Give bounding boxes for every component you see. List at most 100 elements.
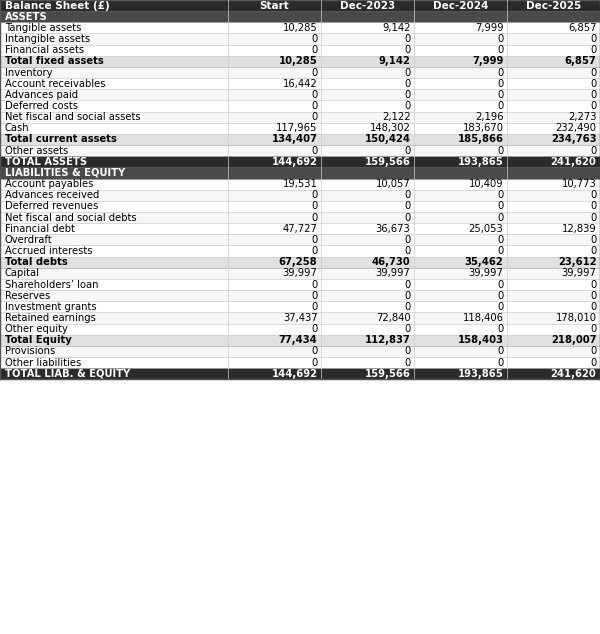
Text: Intangible assets: Intangible assets	[5, 34, 90, 44]
Text: 7,999: 7,999	[472, 56, 503, 67]
Text: 47,727: 47,727	[283, 224, 317, 234]
Text: Financial assets: Financial assets	[5, 45, 84, 55]
Text: 0: 0	[404, 202, 410, 211]
Text: Other assets: Other assets	[5, 146, 68, 155]
FancyBboxPatch shape	[0, 56, 600, 67]
Text: 0: 0	[404, 68, 410, 77]
FancyBboxPatch shape	[0, 156, 600, 167]
Text: 0: 0	[404, 291, 410, 301]
Text: 0: 0	[590, 190, 596, 200]
Text: 0: 0	[497, 347, 503, 356]
Text: 0: 0	[311, 302, 317, 312]
Text: 159,566: 159,566	[365, 157, 410, 167]
FancyBboxPatch shape	[0, 78, 600, 89]
Text: Cash: Cash	[5, 124, 29, 133]
Text: 0: 0	[404, 246, 410, 256]
Text: 0: 0	[497, 324, 503, 334]
Text: 0: 0	[404, 358, 410, 368]
Text: 39,997: 39,997	[283, 268, 317, 278]
Text: 0: 0	[590, 68, 596, 77]
Text: 0: 0	[590, 34, 596, 44]
Text: TOTAL LIAB. & EQUITY: TOTAL LIAB. & EQUITY	[5, 369, 130, 378]
FancyBboxPatch shape	[0, 67, 600, 78]
Text: 0: 0	[404, 347, 410, 356]
Text: 2,273: 2,273	[568, 112, 596, 122]
FancyBboxPatch shape	[0, 245, 600, 257]
FancyBboxPatch shape	[0, 368, 600, 379]
Text: 144,692: 144,692	[271, 157, 317, 167]
Text: 0: 0	[311, 112, 317, 122]
Text: 0: 0	[311, 34, 317, 44]
Text: 0: 0	[497, 45, 503, 55]
Text: TOTAL ASSETS: TOTAL ASSETS	[5, 157, 87, 167]
Text: 77,434: 77,434	[278, 335, 317, 346]
Text: 2,122: 2,122	[382, 112, 410, 122]
FancyBboxPatch shape	[0, 201, 600, 212]
Text: 72,840: 72,840	[376, 313, 410, 323]
Text: Overdraft: Overdraft	[5, 235, 53, 245]
FancyBboxPatch shape	[0, 134, 600, 145]
Text: 0: 0	[590, 90, 596, 100]
Text: 150,424: 150,424	[364, 134, 410, 145]
FancyBboxPatch shape	[0, 268, 600, 279]
Text: 23,612: 23,612	[558, 257, 596, 267]
Text: 39,997: 39,997	[469, 268, 503, 278]
FancyBboxPatch shape	[0, 279, 600, 290]
Text: Net fiscal and social assets: Net fiscal and social assets	[5, 112, 140, 122]
Text: 0: 0	[590, 291, 596, 301]
Text: Account receivables: Account receivables	[5, 79, 106, 89]
Text: 39,997: 39,997	[376, 268, 410, 278]
Text: 0: 0	[404, 324, 410, 334]
FancyBboxPatch shape	[0, 89, 600, 100]
FancyBboxPatch shape	[0, 257, 600, 268]
Text: 117,965: 117,965	[276, 124, 317, 133]
Text: 218,007: 218,007	[551, 335, 596, 346]
Text: Total debts: Total debts	[5, 257, 68, 267]
Text: 0: 0	[311, 212, 317, 223]
Text: 134,407: 134,407	[272, 134, 317, 145]
Text: 0: 0	[590, 45, 596, 55]
Text: Account payables: Account payables	[5, 179, 93, 189]
Text: 234,763: 234,763	[551, 134, 596, 145]
Text: Total Equity: Total Equity	[5, 335, 71, 346]
Text: 232,490: 232,490	[556, 124, 596, 133]
Text: 16,442: 16,442	[283, 79, 317, 89]
Text: 0: 0	[497, 358, 503, 368]
Text: 0: 0	[497, 90, 503, 100]
Text: 0: 0	[311, 68, 317, 77]
Text: 0: 0	[311, 190, 317, 200]
Text: Start: Start	[260, 1, 289, 11]
Text: Advances received: Advances received	[5, 190, 99, 200]
Text: 0: 0	[404, 302, 410, 312]
FancyBboxPatch shape	[0, 357, 600, 368]
FancyBboxPatch shape	[0, 235, 600, 245]
FancyBboxPatch shape	[0, 44, 600, 56]
Text: 0: 0	[311, 146, 317, 155]
FancyBboxPatch shape	[0, 313, 600, 323]
Text: 0: 0	[497, 79, 503, 89]
FancyBboxPatch shape	[0, 100, 600, 112]
Text: 10,409: 10,409	[469, 179, 503, 189]
Text: 0: 0	[311, 101, 317, 111]
FancyBboxPatch shape	[0, 112, 600, 123]
Text: 0: 0	[311, 202, 317, 211]
Text: Inventory: Inventory	[5, 68, 52, 77]
Text: Investment grants: Investment grants	[5, 302, 97, 312]
Text: 37,437: 37,437	[283, 313, 317, 323]
Text: 0: 0	[497, 101, 503, 111]
Text: Balance Sheet (£): Balance Sheet (£)	[5, 1, 110, 11]
FancyBboxPatch shape	[0, 212, 600, 223]
Text: 0: 0	[404, 101, 410, 111]
Text: 0: 0	[311, 358, 317, 368]
Text: 118,406: 118,406	[463, 313, 503, 323]
FancyBboxPatch shape	[0, 123, 600, 134]
Text: 0: 0	[311, 235, 317, 245]
Text: 0: 0	[311, 324, 317, 334]
Text: Retained earnings: Retained earnings	[5, 313, 95, 323]
Text: 0: 0	[590, 302, 596, 312]
Text: 0: 0	[311, 45, 317, 55]
Text: 0: 0	[404, 212, 410, 223]
Text: 6,857: 6,857	[568, 23, 596, 33]
Text: Other liabilities: Other liabilities	[5, 358, 81, 368]
Text: ASSETS: ASSETS	[5, 12, 47, 22]
